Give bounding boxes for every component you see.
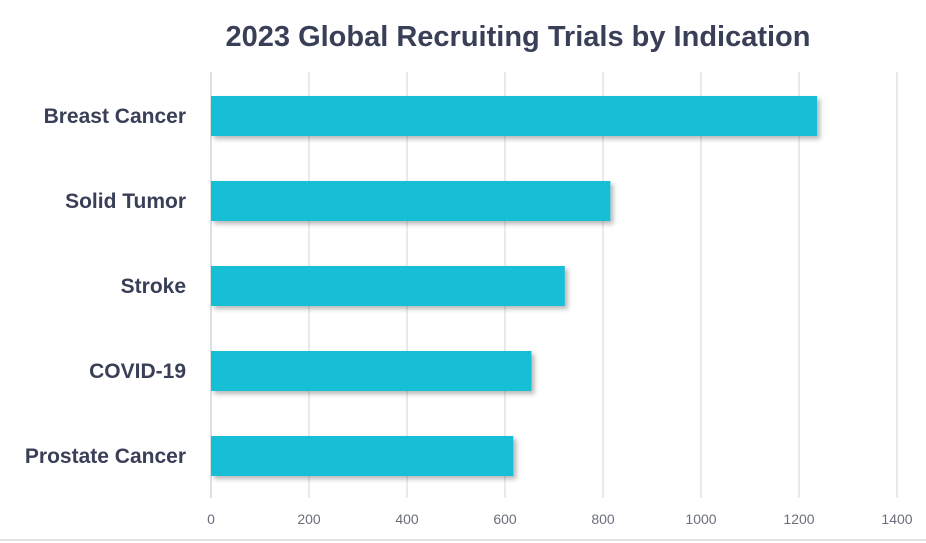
chart-title: 2023 Global Recruiting Trials by Indicat…: [226, 21, 811, 53]
x-tick-label: 0: [207, 511, 215, 527]
bottom-divider: [0, 539, 926, 541]
x-tick-label: 400: [395, 511, 419, 527]
category-label: Prostate Cancer: [25, 445, 186, 468]
x-tick-label: 1200: [783, 511, 814, 527]
category-label: Stroke: [121, 275, 186, 298]
bar-breast-cancer: [211, 96, 818, 136]
x-tick-label: 600: [493, 511, 517, 527]
bar-stroke: [211, 266, 565, 306]
x-tick-label: 1000: [685, 511, 716, 527]
bar-covid-19: [211, 351, 532, 391]
x-tick-labels: 0 200 400 600 800 1000 1200 1400: [207, 511, 913, 527]
bar-solid-tumor: [211, 181, 611, 221]
x-tick-label: 200: [297, 511, 321, 527]
category-label: Solid Tumor: [65, 190, 186, 213]
x-tick-label: 1400: [881, 511, 912, 527]
category-label: COVID-19: [89, 360, 186, 383]
category-labels: Breast Cancer Solid Tumor Stroke COVID-19 Pr…: [25, 105, 186, 468]
x-tick-label: 800: [591, 511, 615, 527]
bar-prostate-cancer: [211, 436, 514, 476]
bars: [211, 96, 818, 476]
category-label: Breast Cancer: [44, 105, 186, 128]
